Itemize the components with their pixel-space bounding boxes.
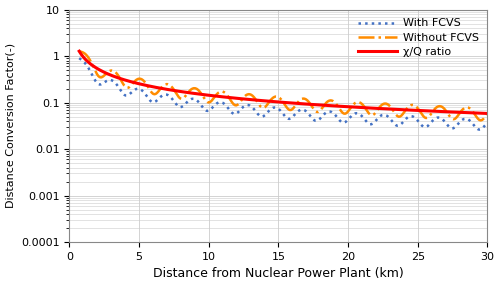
χ/Q ratio [484, 112, 490, 115]
Line: With FCVS: With FCVS [79, 58, 488, 130]
χ/Q ratio [384, 107, 390, 111]
Without FCVS [420, 114, 426, 118]
Without FCVS [318, 108, 324, 112]
With FCVS [476, 128, 482, 131]
With FCVS [484, 121, 490, 124]
With FCVS [319, 114, 325, 118]
Without FCVS [76, 49, 82, 53]
Line: χ/Q ratio: χ/Q ratio [79, 51, 488, 114]
With FCVS [78, 57, 84, 61]
Without FCVS [326, 99, 332, 102]
Legend: With FCVS, Without FCVS, χ/Q ratio: With FCVS, Without FCVS, χ/Q ratio [355, 15, 482, 61]
With FCVS [76, 56, 82, 60]
χ/Q ratio [261, 99, 267, 102]
With FCVS [318, 116, 324, 120]
χ/Q ratio [148, 85, 154, 88]
Line: Without FCVS: Without FCVS [79, 51, 488, 120]
X-axis label: Distance from Nuclear Power Plant (km): Distance from Nuclear Power Plant (km) [153, 267, 404, 281]
With FCVS [326, 110, 332, 113]
Without FCVS [319, 106, 325, 110]
Without FCVS [446, 114, 452, 117]
χ/Q ratio [181, 90, 187, 94]
Without FCVS [78, 50, 84, 53]
With FCVS [420, 125, 426, 128]
With FCVS [446, 125, 452, 129]
Without FCVS [484, 112, 490, 115]
χ/Q ratio [76, 49, 82, 53]
χ/Q ratio [317, 103, 323, 107]
Y-axis label: Distance Conversion Factor(-): Distance Conversion Factor(-) [6, 43, 16, 208]
Without FCVS [478, 119, 484, 122]
χ/Q ratio [349, 105, 355, 109]
